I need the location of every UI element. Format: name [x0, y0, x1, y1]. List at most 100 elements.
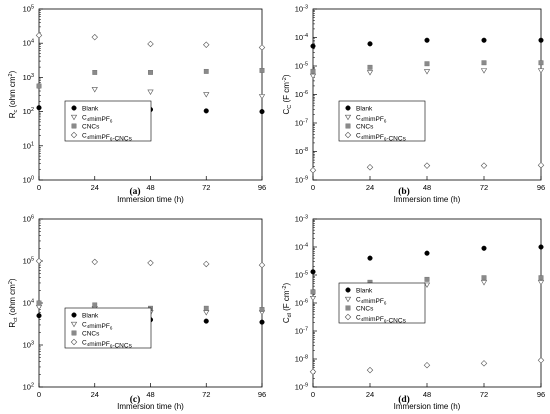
x-tick-label: 48 [423, 183, 431, 192]
x-tick-label: 24 [91, 183, 99, 192]
y-tick-label: 10-9 [295, 176, 308, 185]
data-point [203, 305, 209, 311]
legend-box [338, 282, 426, 324]
legend-label: Blank [82, 105, 99, 112]
data-point [423, 162, 431, 169]
data-point [366, 70, 374, 76]
x-tick-label: 72 [202, 390, 210, 399]
x-tick-label: 0 [311, 183, 315, 192]
x-tick-label: 96 [258, 183, 266, 192]
x-tick-label: 72 [202, 183, 210, 192]
x-tick-label: 0 [311, 390, 315, 399]
data-point [423, 361, 431, 369]
data-point [203, 260, 210, 268]
panel-b: 10-9 10-8 10-7 10-6 10-5 10-4 10-3 0 24 48 72 96 Imm… [282, 5, 545, 205]
x-tick-label: 24 [91, 390, 99, 399]
legend-marker [70, 321, 78, 328]
legend-marker [344, 296, 352, 303]
data-point [35, 257, 43, 265]
data-point [480, 360, 488, 367]
series-3 [309, 357, 545, 375]
data-point [538, 37, 544, 43]
data-point [424, 37, 430, 43]
data-point [258, 261, 266, 269]
legend-marker [71, 123, 77, 129]
data-point [423, 69, 431, 75]
data-point [480, 68, 488, 74]
y-tick-label: 106 [23, 215, 34, 224]
data-point [538, 275, 544, 281]
data-point [480, 280, 488, 286]
y-tick-label: 103 [23, 73, 34, 82]
y-tick-label: 10-9 [295, 383, 308, 392]
data-point [36, 313, 42, 319]
data-point [36, 83, 42, 89]
data-point [259, 68, 265, 73]
data-point [91, 87, 98, 93]
panel-label: (c) [130, 394, 141, 405]
y-tick-label: 10-4 [295, 33, 308, 42]
x-tick-label: 0 [37, 390, 41, 399]
x-tick-label: 48 [423, 390, 431, 399]
data-point [367, 64, 373, 70]
data-point [537, 68, 545, 74]
data-point [91, 258, 98, 266]
x-axis-label: Immersion time (h) [117, 195, 184, 204]
series-0 [310, 244, 544, 275]
x-tick-label: 72 [480, 390, 488, 399]
data-point [259, 319, 265, 325]
legend-marker [345, 105, 351, 111]
data-point [309, 73, 317, 80]
data-point [480, 162, 488, 169]
data-point [537, 161, 545, 169]
x-axis-label: Immersion time (h) [394, 402, 461, 411]
data-point [481, 37, 487, 43]
legend-marker [70, 131, 78, 139]
data-point [203, 310, 210, 316]
legend-label: C4mimPF6-CNCs [82, 132, 133, 142]
data-point [366, 366, 374, 374]
legend-marker [71, 330, 77, 336]
legend-box [64, 100, 152, 142]
data-point [35, 304, 43, 311]
y-tick-label: 10-3 [295, 5, 308, 14]
legend-marker [345, 287, 351, 293]
data-point [310, 289, 316, 295]
y-tick-label: 10-4 [295, 243, 308, 252]
y-tick-label: 102 [23, 107, 34, 116]
series-1 [91, 87, 266, 100]
legend-label: C4mimPF6 [356, 114, 387, 123]
data-point [424, 61, 430, 67]
y-tick-label: 10-3 [295, 215, 308, 224]
panel-c: 102 103 104 105 106 0 24 48 72 96 Immersion time (… [8, 215, 266, 412]
legend-label: Blank [356, 105, 373, 112]
legend-marker [345, 123, 351, 129]
series-3 [309, 161, 545, 174]
panel-label: (d) [398, 394, 410, 405]
data-point [203, 41, 210, 48]
data-point [424, 276, 430, 282]
y-tick-label: 10-8 [295, 147, 308, 156]
x-tick-label: 0 [37, 183, 41, 192]
data-point [92, 70, 98, 75]
y-axis-label: Rct (ohm cm2) [8, 278, 19, 327]
legend-label: Blank [82, 312, 99, 319]
y-axis-label: Cdl (F cm-2) [282, 283, 293, 324]
y-tick-label: 100 [23, 176, 34, 185]
data-point [258, 94, 266, 100]
legend-box [338, 100, 426, 142]
data-point [367, 255, 373, 261]
data-point [148, 70, 153, 75]
data-point [147, 40, 154, 48]
legend-marker [70, 338, 78, 346]
legend-label: C4mimPF6 [82, 321, 113, 330]
data-point [423, 282, 431, 288]
data-point [203, 92, 210, 98]
data-point [309, 167, 317, 174]
x-tick-label: 24 [366, 390, 374, 399]
data-point [310, 269, 316, 275]
plot-frame [38, 218, 263, 388]
